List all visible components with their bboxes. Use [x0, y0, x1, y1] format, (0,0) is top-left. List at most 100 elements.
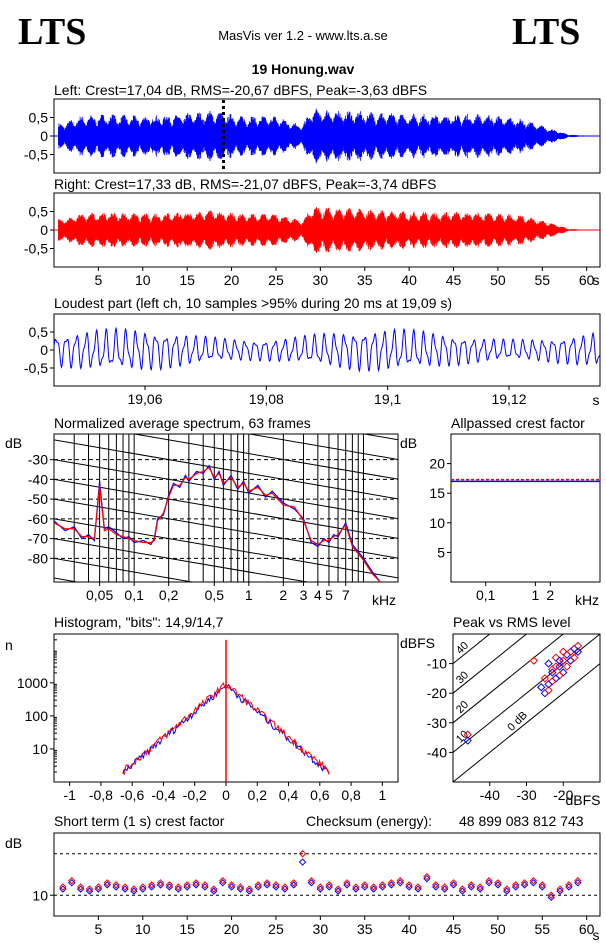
crest-xtick-label: 20	[224, 921, 240, 937]
peak-rms-point	[559, 668, 568, 677]
crest-point-right	[94, 883, 103, 891]
spectrum-slope-line	[54, 557, 196, 582]
crest-point-left	[396, 879, 404, 887]
crest-xunit: s	[593, 927, 600, 943]
spectrum-title: Normalized average spectrum, 63 frames	[54, 415, 311, 431]
crest-xtick-label: 55	[535, 921, 551, 937]
crest-point-left	[538, 883, 547, 891]
crest-point-right	[298, 850, 307, 858]
histogram-xtick-label: -0,4	[151, 787, 175, 803]
peak-rms-point	[548, 668, 557, 677]
left-wave-ytick-label: -0,5	[24, 147, 48, 163]
left-wave-ytick-label: 0	[40, 128, 48, 144]
crest-point-left	[529, 879, 538, 887]
crest-point-left	[210, 887, 218, 895]
allpass-ytick-label: 10	[429, 515, 445, 531]
crest-point-left	[378, 883, 387, 891]
crest-point-left	[218, 879, 227, 887]
spectrum-xtick-label: 0,05	[86, 587, 113, 603]
crest-point-left	[298, 858, 307, 866]
peak-rms-xtick-label: -20	[553, 787, 573, 803]
crest-point-left	[520, 881, 529, 889]
crest-point-left	[307, 879, 316, 887]
peak-rms-point	[463, 730, 472, 739]
peak-rms-point	[559, 656, 568, 665]
crest-point-left	[432, 883, 440, 891]
crest-point-right	[414, 883, 422, 891]
crest-xtick-label: 25	[268, 921, 284, 937]
spectrum-slope-line	[54, 341, 398, 400]
spectrum-xtick-label: 1	[245, 587, 253, 603]
histogram-title: Histogram, "bits": 14,9/14,7	[54, 614, 224, 630]
spectrum-ylabel: dB	[5, 435, 22, 451]
right-wave-xtick-label: 10	[135, 272, 151, 288]
crest-point-right	[494, 879, 502, 887]
crest-point-right	[227, 881, 236, 889]
crest-point-left	[556, 887, 564, 895]
crest-point-left	[369, 885, 378, 893]
peak-rms-point	[573, 647, 583, 656]
crest-point-left	[467, 883, 475, 891]
crest-point-right	[112, 881, 120, 889]
crest-line-label: 40	[454, 640, 471, 657]
peak-rms-point	[570, 653, 579, 662]
histogram-xtick-label: 0,8	[341, 787, 361, 803]
crest-point-right	[432, 881, 440, 889]
crest-point-left	[449, 881, 458, 889]
right-wave-xtick-label: 50	[490, 272, 506, 288]
right-wave-xtick-label: 5	[94, 272, 102, 288]
crest-line-label: 30	[454, 669, 471, 686]
crest-point-left	[227, 883, 236, 891]
peak-rms-title: Peak vs RMS level	[453, 614, 570, 630]
allpass-xtick-label: 2	[546, 587, 554, 603]
allpass-ytick-label: 15	[429, 485, 445, 501]
spectrum-xtick-label: 0,5	[205, 587, 225, 603]
spectrum-slope-line	[54, 439, 398, 500]
crest-point-right	[281, 883, 289, 891]
peak-rms-point	[544, 659, 553, 668]
crest-point-right	[485, 877, 493, 885]
spectrum-xtick-label: 3	[300, 587, 308, 603]
histogram-ylabel: n	[5, 637, 13, 653]
peak-rms-frame	[452, 633, 601, 783]
crest-point-right	[254, 881, 262, 889]
crest-xtick-label: 5	[94, 921, 102, 937]
histogram-xtick-label: 0,4	[279, 787, 299, 803]
spectrum-xtick-label: 0,1	[124, 587, 144, 603]
crest-point-right	[387, 879, 396, 887]
crest-point-left	[325, 883, 333, 891]
crest-point-left	[121, 885, 129, 893]
crest-ylabel: dB	[5, 835, 22, 851]
histogram-xtick-label: -0,2	[183, 787, 207, 803]
crest-point-right	[405, 881, 413, 889]
crest-point-right	[218, 877, 227, 885]
peak-rms-point	[540, 674, 550, 683]
right-wave-xtick-label: 60	[579, 272, 595, 288]
histogram-xtick-label: 1	[378, 787, 386, 803]
loudest-xunit: s	[593, 392, 600, 408]
peak-rms-point	[555, 671, 564, 680]
crest-point-left	[165, 883, 174, 891]
crest-point-right	[68, 877, 76, 885]
peak-rms-ytick-label: -30	[427, 715, 447, 731]
crest-point-left	[103, 881, 111, 889]
spectrum-ytick-label: -80	[28, 550, 48, 566]
crest-point-right	[147, 881, 156, 889]
allpass-ytick-label: 5	[437, 544, 445, 560]
loudest-title: Loudest part (left ch, 10 samples >95% d…	[54, 295, 452, 311]
crest-point-left	[254, 883, 262, 891]
crest-point-right	[130, 885, 138, 893]
histogram-xtick-label: -1	[63, 787, 76, 803]
crest-point-left	[316, 885, 325, 893]
crest-point-right	[476, 883, 484, 891]
crest-xtick-label: 45	[446, 921, 462, 937]
crest-point-left	[458, 887, 467, 895]
crest-point-right	[165, 881, 174, 889]
crest-point-left	[94, 885, 103, 893]
app-title: MasVis ver 1.2 - www.lts.a.se	[218, 28, 388, 43]
crest-point-right	[574, 877, 582, 885]
loudest-waveform	[53, 326, 601, 373]
crest-point-right	[85, 885, 94, 893]
crest-point-right	[236, 883, 245, 891]
crest-line	[453, 662, 600, 782]
